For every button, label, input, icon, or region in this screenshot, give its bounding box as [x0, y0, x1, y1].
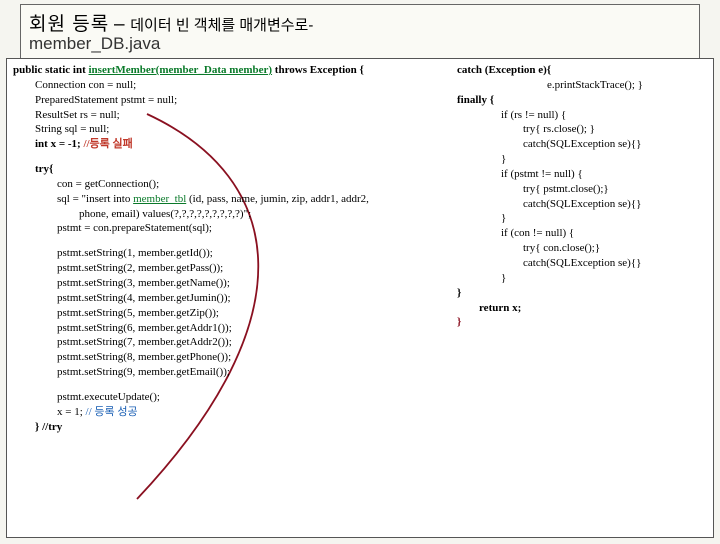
- x-assign-code: x = 1;: [57, 406, 86, 418]
- fin-rs-if: if (rs != null) {: [457, 108, 707, 123]
- sql-tbl: member_tbl: [133, 193, 186, 205]
- finally-close: }: [457, 286, 707, 301]
- try-sql: sql = "insert into member_tbl (id, pass,…: [13, 192, 433, 207]
- sig-suffix: throws Exception {: [272, 64, 364, 76]
- pstmt-2: pstmt.setString(2, member.getPass());: [13, 261, 433, 276]
- fin-rs-catch: catch(SQLException se){}: [457, 137, 707, 152]
- method-close: }: [457, 315, 707, 330]
- fin-rs-close: }: [457, 152, 707, 167]
- fin-pstmt-close: }: [457, 211, 707, 226]
- title-file: member_DB.java: [29, 34, 691, 54]
- sql-c: (id, pass, name, jumin, zip, addr1, addr…: [186, 193, 369, 205]
- decl-rs: ResultSet rs = null;: [13, 108, 433, 123]
- x-assign-comment: // 등록 성공: [86, 406, 138, 418]
- fin-con-catch: catch(SQLException se){}: [457, 256, 707, 271]
- decl-x-comment: //등록 실패: [83, 138, 132, 150]
- pstmt-4: pstmt.setString(4, member.getJumin());: [13, 291, 433, 306]
- fin-pstmt-if: if (pstmt != null) {: [457, 167, 707, 182]
- pstmt-6: pstmt.setString(6, member.getAddr1());: [13, 321, 433, 336]
- try-getconn: con = getConnection();: [13, 177, 433, 192]
- try-prepare: pstmt = con.prepareStatement(sql);: [13, 221, 433, 236]
- try-close: } //try: [13, 420, 433, 435]
- try-sql2: phone, email) values(?,?,?,?,?,?,?,?,?)"…: [13, 207, 433, 222]
- exec-update: pstmt.executeUpdate();: [13, 390, 433, 405]
- decl-x-code: int x = -1;: [35, 138, 83, 150]
- fin-con-close: }: [457, 271, 707, 286]
- decl-con: Connection con = null;: [13, 78, 433, 93]
- decl-sql: String sql = null;: [13, 122, 433, 137]
- fin-pstmt-try: try{ pstmt.close();}: [457, 182, 707, 197]
- title-bar: 회원 등록 – 데이터 빈 객체를 매개변수로- member_DB.java: [20, 4, 700, 59]
- code-box: public static int insertMember(member_Da…: [6, 58, 714, 538]
- decl-x: int x = -1; //등록 실패: [13, 137, 433, 152]
- sig-method: insertMember(member_Data member): [88, 64, 272, 76]
- fin-rs-try: try{ rs.close(); }: [457, 122, 707, 137]
- sql-a: sql = "insert into: [57, 193, 133, 205]
- return-x: return x;: [457, 301, 707, 316]
- title-main: 회원 등록: [29, 14, 109, 35]
- title-dash: –: [114, 14, 126, 35]
- code-right-column: catch (Exception e){ e.printStackTrace()…: [457, 63, 707, 330]
- finally-open: finally {: [457, 93, 707, 108]
- catch-open: catch (Exception e){: [457, 63, 707, 78]
- x-assign: x = 1; // 등록 성공: [13, 405, 433, 420]
- title-sub: 데이터 빈 객체를 매개변수로-: [130, 17, 313, 34]
- decl-pstmt: PreparedStatement pstmt = null;: [13, 93, 433, 108]
- code-left-column: public static int insertMember(member_Da…: [13, 63, 433, 434]
- pstmt-1: pstmt.setString(1, member.getId());: [13, 246, 433, 261]
- sig-prefix: public static int: [13, 64, 88, 76]
- fin-con-try: try{ con.close();}: [457, 241, 707, 256]
- method-signature: public static int insertMember(member_Da…: [13, 63, 433, 78]
- pstmt-5: pstmt.setString(5, member.getZip());: [13, 306, 433, 321]
- fin-pstmt-catch: catch(SQLException se){}: [457, 197, 707, 212]
- pstmt-8: pstmt.setString(8, member.getPhone());: [13, 350, 433, 365]
- pstmt-3: pstmt.setString(3, member.getName());: [13, 276, 433, 291]
- try-open: try{: [13, 162, 433, 177]
- pstmt-9: pstmt.setString(9, member.getEmail());: [13, 365, 433, 380]
- pstmt-7: pstmt.setString(7, member.getAddr2());: [13, 335, 433, 350]
- title-line1: 회원 등록 – 데이터 빈 객체를 매개변수로-: [29, 9, 691, 36]
- fin-con-if: if (con != null) {: [457, 226, 707, 241]
- catch-body: e.printStackTrace(); }: [457, 78, 707, 93]
